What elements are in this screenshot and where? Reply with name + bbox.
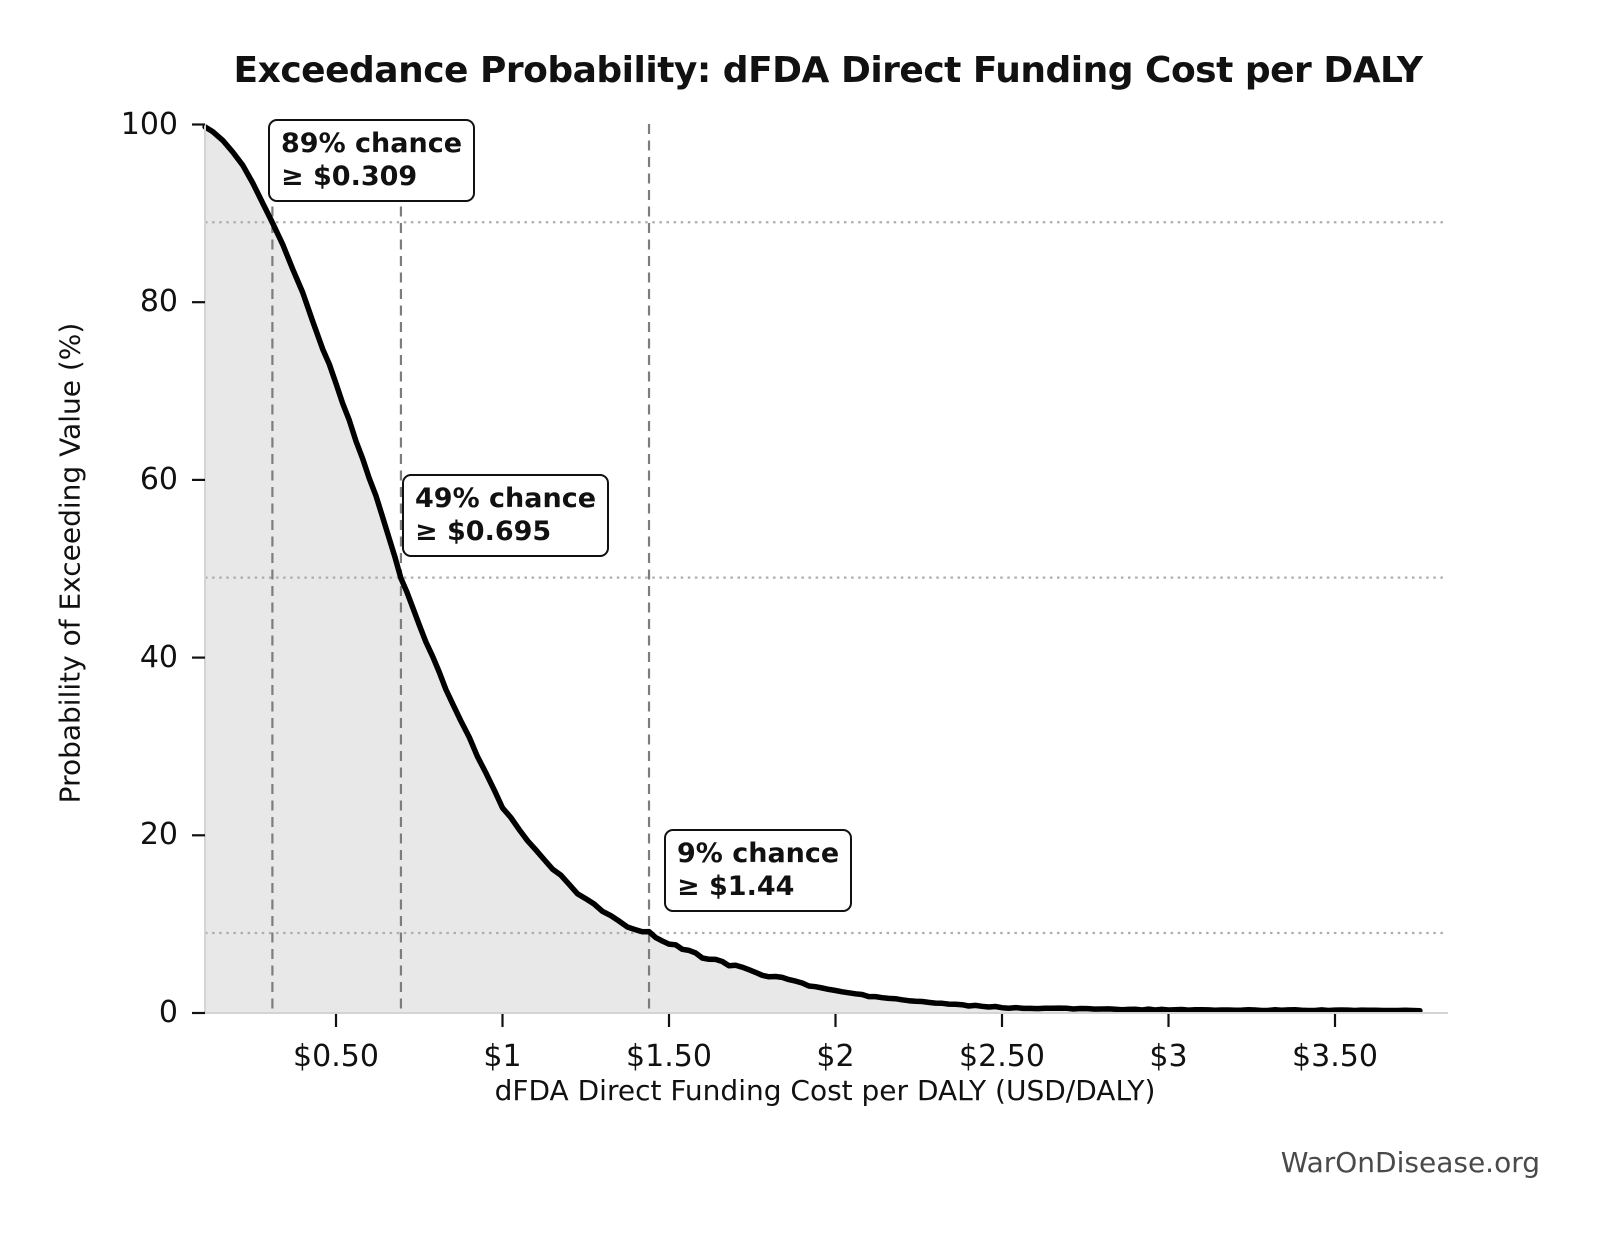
x-tick-label-$2.50: $2.50 (959, 1039, 1045, 1074)
y-tick-label-40: 40 (139, 639, 178, 675)
x-tick-label-$3: $3 (1149, 1039, 1188, 1074)
x-axis-label: dFDA Direct Funding Cost per DALY (USD/D… (494, 1074, 1156, 1107)
y-tick-label-0: 0 (158, 995, 178, 1030)
annotation-9pct-box: 9% chance ≥ $1.44 (664, 829, 853, 912)
ccdf-fill-area (205, 126, 1420, 1013)
x-tick-label-$3.50: $3.50 (1292, 1039, 1378, 1074)
y-tick-label-100: 100 (120, 106, 178, 142)
annotation-89pct-box: 89% chance ≥ $0.309 (268, 119, 476, 202)
y-tick-label-80: 80 (139, 284, 178, 320)
y-axis-label: Probability of Exceeding Value (%) (53, 322, 87, 804)
y-tick-label-20: 20 (139, 817, 178, 853)
watermark: WarOnDisease.org (1280, 1146, 1540, 1179)
x-tick-label-$1.50: $1.50 (626, 1039, 712, 1074)
y-tick-label-60: 60 (139, 461, 178, 497)
annotation-89pct-line2: ≥ $0.309 (281, 161, 418, 193)
annotation-49pct-box: 49% chance ≥ $0.695 (402, 474, 610, 557)
annotation-49pct-line2: ≥ $0.695 (415, 516, 552, 548)
x-tick-label-$2: $2 (816, 1039, 855, 1074)
annotation-89pct-line1: 89% chance (281, 128, 463, 159)
annotation-49pct-line1: 49% chance (415, 483, 597, 514)
x-tick-label-$0.50: $0.50 (293, 1039, 379, 1074)
annotation-9pct-line1: 9% chance (677, 838, 840, 869)
ccdf-curve (202, 124, 1423, 1014)
annotation-9pct-line2: ≥ $1.44 (677, 871, 795, 903)
chart-title: Exceedance Probability: dFDA Direct Fund… (233, 50, 1423, 91)
x-tick-label-$1: $1 (483, 1039, 522, 1074)
